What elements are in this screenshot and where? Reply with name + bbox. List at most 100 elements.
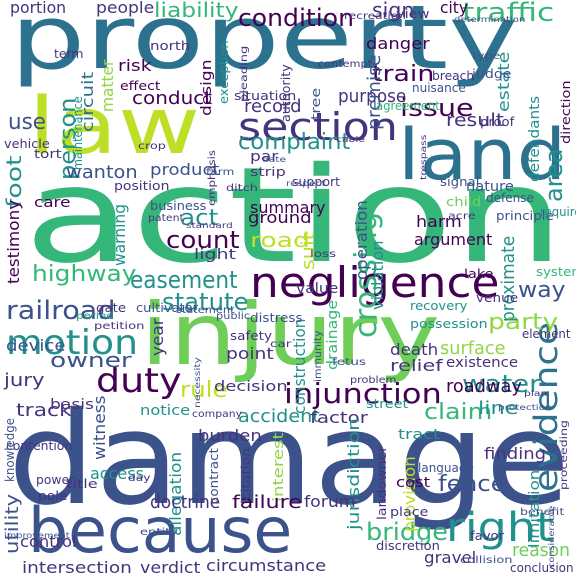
word-area: area (540, 148, 568, 202)
word-bridge: bridge (366, 518, 449, 546)
word-fence: fence (438, 472, 506, 497)
word-issue: issue (400, 94, 474, 122)
word-failure: failure (232, 492, 302, 513)
word-collision: collision (460, 555, 513, 566)
word-situation: situation (234, 89, 297, 103)
word-construction: construction (290, 318, 309, 414)
word-jury: jury (4, 370, 45, 391)
word-defense: defense (486, 191, 534, 205)
word-injunction: injunction (284, 377, 442, 410)
word-conduct: conduct (132, 88, 213, 109)
word-breach: breach (432, 69, 475, 83)
word-view: view (396, 7, 430, 21)
word-requirement: requirement (540, 205, 576, 219)
word-duty: duty (96, 361, 182, 401)
word-car: car (270, 339, 292, 350)
word-protection: protection (498, 403, 552, 412)
word-determination: determination (454, 15, 526, 24)
word-title: title (66, 477, 98, 491)
word-proceeding: proceeding (559, 420, 570, 490)
word-verdict: verdict (140, 558, 201, 576)
word-doctrine: doctrine (150, 492, 221, 513)
word-cultivator: cultivator (136, 301, 199, 315)
word-notice: notice (140, 403, 191, 419)
word-railroad: railroad (6, 296, 116, 326)
word-discretion: discretion (376, 539, 440, 553)
word-device: device (6, 336, 66, 355)
word-warning: warning (110, 203, 129, 266)
word-factor: factor (310, 408, 368, 427)
word-forum: forum (304, 492, 356, 511)
word-motion: motion (6, 323, 139, 363)
word-complaint: complaint (238, 130, 351, 155)
word-cost: cost (396, 475, 431, 491)
word-sign: sign (372, 0, 415, 22)
word-argument: argument (414, 230, 493, 249)
word-portion: portion (10, 0, 67, 17)
word-knowledge: knowledge (3, 417, 17, 482)
word-vehicle: vehicle (4, 137, 50, 151)
word-entity: entity (140, 527, 179, 538)
word-gravel: gravel (424, 548, 477, 567)
word-road: road (250, 228, 310, 252)
word-party: party (488, 310, 559, 335)
word-pleading: pleading (239, 45, 250, 102)
word-cable: cable (336, 135, 366, 144)
word-tort: tort (34, 147, 62, 161)
word-matter: matter (98, 59, 117, 112)
word-language: language (418, 461, 474, 475)
word-system: system (536, 265, 576, 279)
word-period: period (76, 311, 114, 322)
word-circumstance: circumstance (206, 556, 327, 575)
word-owner: owner (50, 348, 132, 372)
word-date: date (262, 155, 287, 164)
word-fetus: fetus (332, 357, 366, 368)
word-provision: provision (400, 456, 419, 532)
word-easement: easement (130, 266, 238, 294)
word-street: street (366, 397, 409, 411)
word-maintenance: maintenance (71, 96, 85, 170)
word-water: water (462, 370, 541, 398)
word-citation: citation (239, 447, 253, 500)
word-support: support (292, 175, 341, 189)
word-petition: petition (94, 321, 145, 332)
word-conclusion: conclusion (510, 561, 574, 575)
word-train: train (372, 62, 435, 87)
word-accident: accident (238, 406, 320, 427)
word-action: action (24, 139, 565, 293)
word-benefit: benefit (520, 507, 565, 518)
word-day: day (128, 473, 151, 484)
word-ground: ground (248, 208, 312, 227)
word-principle: principle (496, 209, 554, 223)
word-condition: condition (238, 4, 354, 32)
word-statement: statement (176, 305, 235, 316)
word-burden: burden (198, 426, 262, 445)
word-control: control (20, 532, 77, 551)
word-authority: authority (279, 64, 293, 122)
word-nuisance: nuisance (412, 81, 466, 95)
word-emphasis: emphasis (207, 150, 218, 206)
word-favor: favor (470, 529, 504, 543)
word-trespass: trespass (419, 134, 428, 180)
word-necessity: necessity (193, 357, 202, 408)
word-count: count (166, 226, 240, 254)
word-recreation: recreation (344, 11, 406, 22)
word-possession: possession (410, 317, 488, 331)
word-plan: plan (524, 389, 548, 398)
word-acre: acre (448, 211, 476, 222)
word-year: year (148, 318, 167, 356)
word-distress: distress (250, 311, 303, 325)
word-crop: crop (138, 141, 166, 152)
word-proof: proof (480, 115, 515, 129)
word-rule: rule (180, 378, 228, 403)
word-recovery: recovery (410, 299, 468, 313)
word-farm: farm (206, 167, 235, 178)
word-purpose: purpose (338, 86, 407, 107)
word-element: element (522, 327, 571, 341)
word-business: business (150, 199, 207, 213)
word-judge: judge (472, 67, 512, 81)
word-contention: contention (6, 439, 73, 453)
word-patent: patent (148, 213, 184, 224)
word-liability: liability (154, 0, 239, 22)
